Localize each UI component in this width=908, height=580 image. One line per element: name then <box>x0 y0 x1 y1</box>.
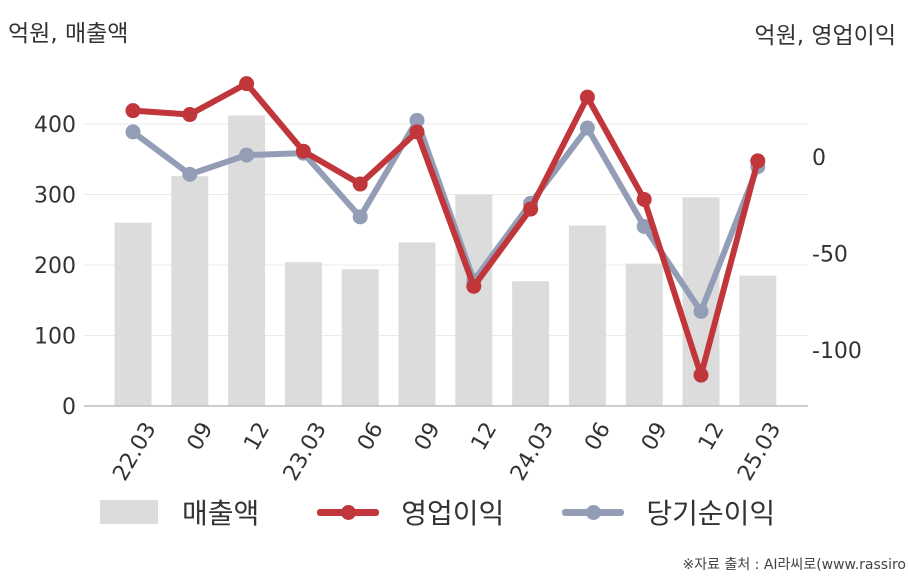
legend-label-revenue: 매출액 <box>182 497 260 530</box>
revenue-bar <box>171 176 209 406</box>
operating-profit-point <box>125 103 141 119</box>
net-income-point <box>239 147 255 163</box>
operating-profit-point <box>182 107 198 123</box>
legend-label-operating-profit: 영업이익 <box>401 497 505 530</box>
x-tick-label: 23.03 <box>279 418 332 485</box>
left-tick-label: 400 <box>34 113 76 138</box>
x-tick-label: 06 <box>580 418 616 455</box>
net-income-point <box>693 303 709 319</box>
left-tick-label: 300 <box>34 184 76 209</box>
operating-profit-point <box>636 191 652 207</box>
net-income-point <box>125 124 141 140</box>
right-tick-label: 0 <box>812 146 826 171</box>
left-tick-label: 0 <box>62 395 76 420</box>
operating-profit-point <box>295 143 311 159</box>
legend-item-net-income: 당기순이익 <box>562 492 775 532</box>
legend-swatch-operating-profit <box>317 500 380 524</box>
revenue-bar <box>625 263 663 406</box>
revenue-bar <box>398 242 436 406</box>
operating-profit-line <box>130 80 761 379</box>
left-axis-unit-label: 억원, 매출액 <box>8 21 129 47</box>
revenue-bar <box>455 194 493 406</box>
x-tick-label: 12 <box>694 418 730 455</box>
legend-swatch-revenue <box>100 500 158 524</box>
revenue-bar <box>739 275 777 406</box>
revenue-bar <box>341 269 379 406</box>
legend: 매출액 영업이익 당기순이익 <box>100 492 833 532</box>
operating-profit-point <box>750 153 766 169</box>
operating-profit-point <box>239 76 255 92</box>
x-tick-label: 22.03 <box>108 418 161 485</box>
revenue-bar <box>114 222 152 406</box>
operating-profit-point <box>579 89 595 105</box>
legend-item-operating-profit: 영업이익 <box>317 492 504 532</box>
right-axis-unit-label: 억원, 영업이익 <box>754 23 896 49</box>
x-tick-label: 24.03 <box>506 418 559 485</box>
operating-profit-point <box>466 278 482 294</box>
legend-swatch-net-income <box>562 500 625 524</box>
source-note: ※자료 출처 : AI라씨로(www.rassiro <box>682 557 906 573</box>
x-tick-label: 06 <box>353 418 389 455</box>
operating-profit-point <box>523 201 539 217</box>
revenue-bar <box>568 225 606 406</box>
net-income-point <box>352 209 368 225</box>
revenue-bar <box>284 262 322 406</box>
right-tick-label: -50 <box>812 243 848 268</box>
net-income-point <box>579 120 595 136</box>
x-tick-label: 09 <box>183 418 219 455</box>
x-tick-label: 09 <box>410 418 446 455</box>
left-tick-label: 200 <box>34 254 76 279</box>
x-tick-label: 12 <box>239 418 275 455</box>
right-tick-label: -100 <box>812 339 862 364</box>
operating-profit-point <box>693 367 709 383</box>
left-tick-label: 100 <box>34 325 76 350</box>
net-income-point <box>182 166 198 182</box>
x-tick-label: 12 <box>467 418 503 455</box>
operating-profit-point <box>409 124 425 140</box>
legend-label-net-income: 당기순이익 <box>646 497 776 530</box>
net-income-point <box>409 112 425 128</box>
x-tick-label: 09 <box>637 418 673 455</box>
revenue-bar <box>228 115 266 406</box>
revenue-bar <box>512 281 550 406</box>
operating-profit-point <box>352 176 368 192</box>
legend-item-revenue: 매출액 <box>100 492 259 532</box>
x-tick-label: 25.03 <box>733 418 786 485</box>
net-income-point <box>636 218 652 234</box>
